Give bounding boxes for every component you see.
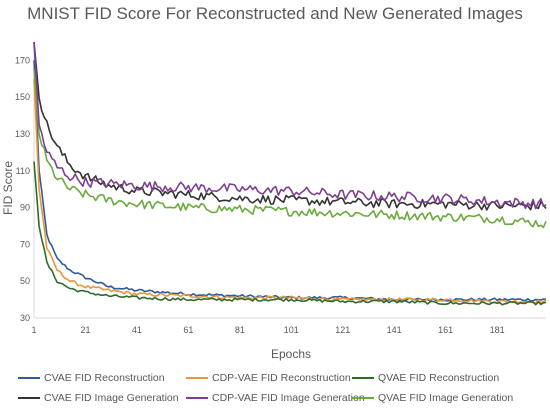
legend-label: CVAE FID Reconstruction [44, 372, 165, 384]
y-tick-label: 30 [20, 313, 30, 323]
legend-item-0: CVAE FID Reconstruction [18, 372, 165, 384]
legend-item-5: QVAE FID Image Generation [352, 392, 513, 404]
legend-swatch [186, 377, 208, 379]
chart-title: MNIST FID Score For Reconstructed and Ne… [27, 4, 523, 23]
legend-swatch [186, 397, 208, 399]
legend-swatch [18, 377, 40, 379]
x-tick-label: 141 [387, 325, 402, 335]
y-tick-label: 50 [20, 276, 30, 286]
legend-item-2: QVAE FID Reconstruction [352, 372, 499, 384]
y-tick-label: 110 [16, 166, 30, 176]
y-tick-label: 170 [15, 55, 30, 65]
y-axis-title: FID Score [1, 161, 15, 215]
x-tick-label: 81 [235, 325, 245, 335]
legend-swatch [352, 397, 374, 399]
x-tick-label: 61 [183, 325, 193, 335]
series-line-5 [33, 68, 547, 229]
series-layer [33, 41, 547, 306]
series-line-4 [33, 42, 547, 210]
x-tick-label: 1 [31, 325, 36, 335]
y-tick-label: 130 [15, 129, 30, 139]
legend-item-1: CDP-VAE FID Reconstruction [186, 372, 351, 384]
legend-label: CVAE FID Image Generation [44, 392, 179, 404]
x-tick-label: 41 [132, 325, 142, 335]
series-line-2 [33, 161, 547, 306]
y-tick-label: 70 [20, 239, 30, 249]
x-tick-label: 161 [438, 325, 453, 335]
x-tick-label: 101 [284, 325, 299, 335]
series-line-3 [33, 41, 547, 211]
x-tick-label: 21 [80, 325, 90, 335]
y-tick-label: 150 [15, 92, 30, 102]
x-axis-title: Epochs [271, 347, 311, 361]
legend-label: QVAE FID Reconstruction [378, 372, 500, 384]
y-tick-label: 90 [20, 203, 30, 213]
legend-item-4: CDP-VAE FID Image Generation [186, 392, 365, 404]
x-tick-label: 121 [335, 325, 350, 335]
legend-label: CDP-VAE FID Reconstruction [212, 372, 351, 384]
legend-label: QVAE FID Image Generation [378, 392, 514, 404]
legend-swatch [18, 397, 40, 399]
legend-label: CDP-VAE FID Image Generation [212, 392, 365, 404]
legend-item-3: CVAE FID Image Generation [18, 392, 179, 404]
legend-swatch [352, 377, 374, 379]
series-line-1 [33, 78, 547, 304]
x-tick-label: 181 [490, 325, 505, 335]
